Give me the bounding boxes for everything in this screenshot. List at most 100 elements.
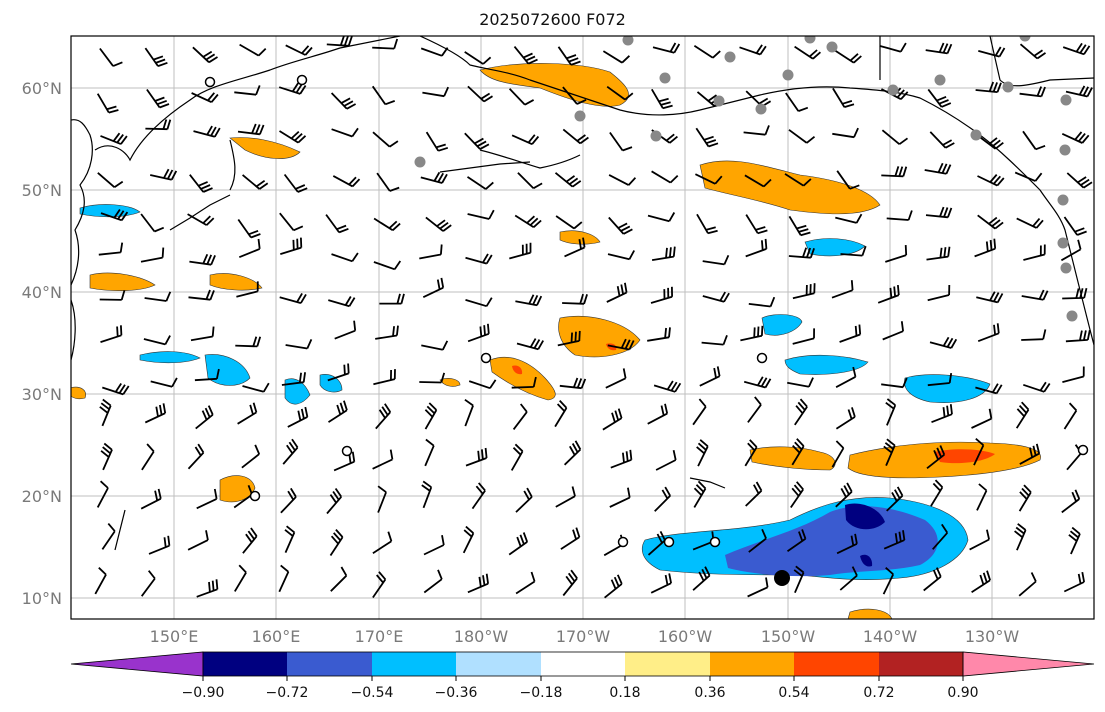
wind-barb [187, 443, 205, 470]
wind-barb [654, 486, 671, 512]
wind-barb [96, 480, 109, 508]
contour-fill-strong-negative [725, 506, 938, 577]
wind-barb [189, 174, 213, 193]
wind-barb [832, 127, 859, 139]
wind-barb [554, 399, 568, 428]
wind-barb [326, 487, 343, 515]
wind-barb [974, 238, 997, 258]
wind-barb [562, 86, 587, 105]
wind-barb [1066, 172, 1093, 189]
colorbar-tick-label: −0.72 [266, 685, 309, 701]
wind-barb [834, 49, 862, 64]
colorbar-segment [710, 652, 794, 676]
wind-barb [832, 87, 855, 108]
lon-label: 140°W [863, 627, 918, 646]
wind-barb [375, 325, 399, 340]
wind-barb [748, 528, 767, 553]
wind-barb [464, 51, 492, 65]
wind-barb [839, 324, 862, 343]
colorbar-tick-label: 0.18 [609, 685, 640, 701]
wind-barb [511, 376, 537, 389]
wind-barb [747, 577, 769, 598]
wind-barb [238, 238, 261, 259]
wind-barb [739, 44, 767, 56]
wind-barb [877, 285, 900, 304]
wind-barb [1060, 239, 1082, 262]
wind-barb [278, 82, 307, 95]
wind-barb [696, 439, 709, 467]
lat-label: 50°N [22, 181, 62, 200]
wind-barb [140, 570, 156, 597]
wind-barb [977, 174, 1005, 187]
wind-barb [609, 131, 633, 152]
wind-barb [189, 253, 216, 266]
wind-barb [234, 564, 247, 592]
wind-barb [281, 372, 306, 386]
wind-barb [280, 237, 303, 255]
wind-barb [604, 574, 623, 599]
wind-barb [651, 88, 673, 110]
wind-barb [1016, 217, 1044, 229]
wind-barb [372, 571, 387, 599]
wind-barb [513, 46, 538, 65]
colorbar-segment [879, 652, 963, 676]
wind-barb [1065, 329, 1091, 343]
wind-barb [794, 398, 808, 426]
wind-barb [1065, 85, 1093, 98]
wind-barb [977, 214, 1004, 230]
wind-barb [977, 134, 1004, 150]
wind-barb [509, 242, 532, 260]
wind-barb [653, 380, 682, 393]
wind-barb [785, 92, 809, 112]
station-markers-open [204, 74, 1089, 548]
wind-barb [695, 173, 723, 185]
wind-barb [140, 488, 162, 510]
wind-barb [977, 323, 1000, 343]
wind-barb [1068, 526, 1081, 555]
wind-barb [465, 297, 493, 308]
wind-barb [651, 246, 676, 261]
wind-barb [971, 570, 991, 593]
wind-barb [786, 529, 807, 553]
wind-barb [650, 573, 672, 594]
wind-barb [647, 327, 671, 342]
lon-label: 170°W [556, 627, 611, 646]
wind-barb [515, 294, 543, 307]
wind-barb [976, 291, 1004, 304]
wind-barb [191, 92, 219, 104]
lon-label: 160°E [252, 627, 301, 646]
wind-barb [1014, 171, 1043, 182]
wind-barb [424, 402, 438, 430]
wind-barb [188, 289, 215, 301]
wind-barb [882, 567, 895, 595]
wind-barb [745, 238, 768, 258]
wind-barb [145, 119, 172, 131]
map-title: 2025072600 F072 [479, 10, 626, 29]
wind-barb [372, 531, 393, 554]
wind-barb [607, 250, 635, 261]
wind-barb [462, 525, 475, 554]
wind-barb [975, 81, 1002, 93]
coastlines [71, 36, 1094, 361]
wind-barb [1018, 484, 1032, 512]
wind-barb [885, 245, 908, 263]
wind-barb [557, 330, 581, 347]
wind-barb [975, 383, 1003, 395]
wind-barb [1062, 287, 1088, 300]
wind-barb [695, 127, 719, 148]
wind-barb [375, 403, 392, 430]
wind-barb [608, 174, 637, 186]
wind-barb [236, 281, 259, 298]
wind-barb [187, 530, 209, 551]
wind-barb [835, 366, 857, 388]
wind-barb [100, 132, 128, 145]
wind-barb [693, 480, 707, 508]
wind-barb [511, 134, 540, 146]
wind-barb [557, 46, 581, 66]
wind-barb [883, 530, 906, 550]
wind-barb [144, 291, 172, 302]
wind-barb [929, 131, 955, 149]
colorbar-tick-label: −0.90 [182, 685, 225, 701]
wind-barb [748, 296, 776, 308]
wind-barb [423, 535, 445, 556]
